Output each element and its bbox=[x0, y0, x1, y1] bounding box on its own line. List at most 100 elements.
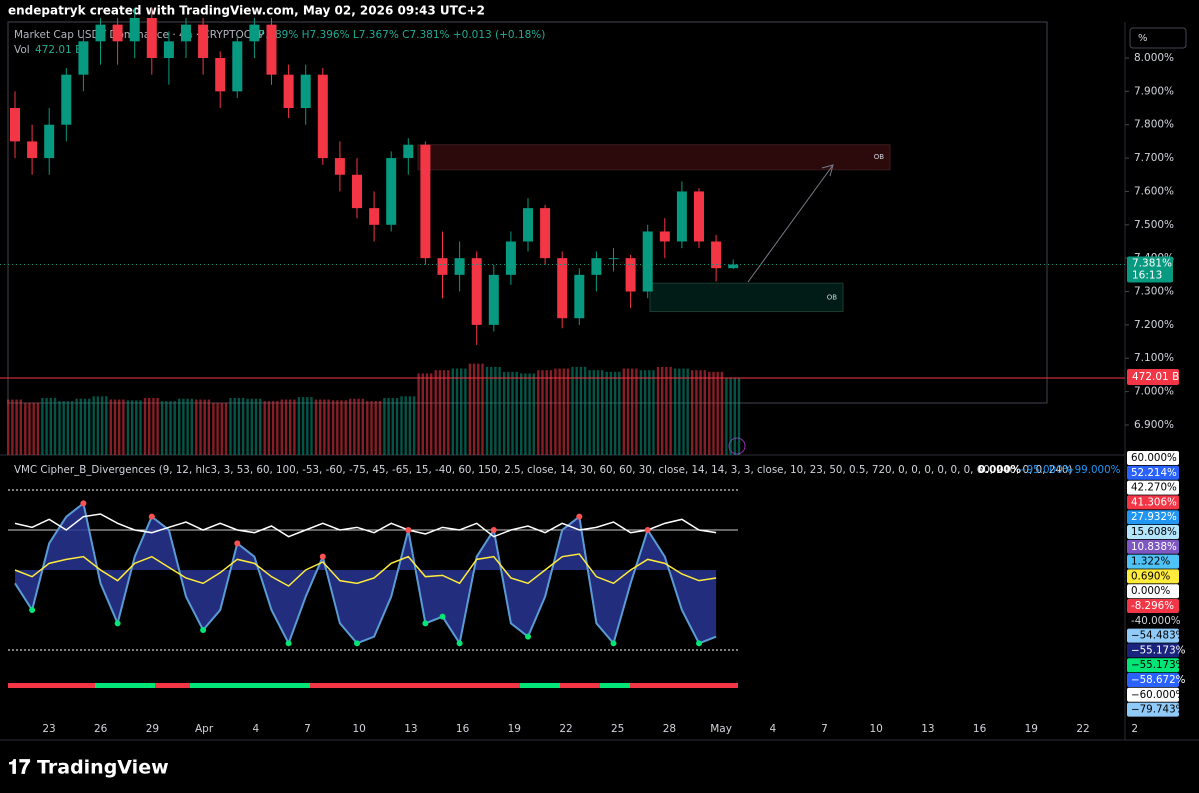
x-tick-label: 19 bbox=[1025, 723, 1038, 735]
volume-bar bbox=[186, 398, 189, 455]
wave-line bbox=[14, 501, 717, 646]
x-tick-label: May bbox=[710, 723, 732, 735]
volume-bar bbox=[284, 399, 288, 455]
volume-bar bbox=[537, 370, 540, 455]
volume-bar bbox=[477, 363, 480, 455]
volume-bar bbox=[169, 401, 172, 455]
volume-bar bbox=[682, 368, 685, 455]
candle-body bbox=[420, 144, 431, 259]
indicator-label: −54.483% bbox=[1131, 630, 1186, 642]
price-tick-label: 7.100% bbox=[1134, 352, 1174, 364]
candle-body bbox=[591, 258, 602, 275]
wave-dot bbox=[644, 527, 651, 534]
volume-bar bbox=[442, 370, 446, 455]
volume-bar bbox=[241, 397, 245, 455]
volume-bar bbox=[425, 373, 429, 455]
indicator-value: 0.000% bbox=[978, 464, 1021, 476]
volume-bar bbox=[447, 370, 450, 455]
candle-body bbox=[488, 274, 499, 325]
volume-bar bbox=[323, 399, 326, 455]
volume-bar bbox=[605, 371, 608, 455]
indicator-value: −99.000% bbox=[1066, 464, 1121, 476]
volume-bar bbox=[708, 371, 711, 455]
price-tick-label: 7.300% bbox=[1134, 286, 1174, 298]
volume-bar bbox=[631, 368, 634, 455]
price-tick-label: 7.700% bbox=[1134, 152, 1174, 164]
volume-bar bbox=[237, 397, 241, 455]
wave-dot bbox=[29, 606, 36, 613]
countdown-label: 16:13 bbox=[1132, 269, 1162, 281]
signal-bar-green bbox=[95, 683, 155, 688]
volume-bar bbox=[673, 368, 677, 455]
volume-bar bbox=[691, 370, 694, 455]
candle-body bbox=[711, 241, 722, 269]
drawing-box bbox=[7, 21, 1048, 404]
x-tick-label: 19 bbox=[508, 723, 521, 735]
volume-bar bbox=[173, 401, 176, 455]
volume-bar bbox=[370, 401, 373, 455]
candle-body bbox=[95, 24, 106, 42]
volume-bar bbox=[109, 399, 112, 455]
volume-bar bbox=[494, 366, 497, 455]
indicator-label: −55.173% bbox=[1131, 659, 1186, 671]
candle-body bbox=[198, 24, 209, 58]
volume-bar bbox=[263, 401, 266, 455]
volume-bar bbox=[720, 371, 724, 455]
candle-body bbox=[300, 74, 311, 109]
logo-mark: 𝟏𝟕 bbox=[8, 755, 30, 779]
indicator-label-box bbox=[1127, 613, 1179, 628]
volume-bar bbox=[53, 397, 57, 455]
indicator-label: 1.322% bbox=[1131, 556, 1170, 568]
x-tick-label: 2 bbox=[1131, 723, 1138, 735]
volume-bar bbox=[613, 371, 617, 455]
candle-body bbox=[625, 258, 636, 292]
order-block-label: OB bbox=[874, 153, 885, 161]
volume-bar bbox=[41, 397, 44, 455]
volume-bar bbox=[36, 402, 40, 455]
candle-body bbox=[215, 58, 226, 92]
indicator-label: −79.743% bbox=[1131, 704, 1186, 716]
wave-dot bbox=[576, 513, 583, 520]
volume-bar bbox=[353, 398, 356, 455]
candle-body bbox=[454, 258, 465, 275]
x-tick-label: 16 bbox=[456, 723, 470, 735]
signal-bar-green bbox=[600, 683, 630, 688]
legend-ohlc: O7.389% H7.396% L7.367% C7.381% +0.013 (… bbox=[250, 29, 545, 41]
indicator-label: -40.000% bbox=[1131, 615, 1181, 627]
volume-bar bbox=[259, 398, 262, 455]
indicator-label-box bbox=[1127, 480, 1179, 495]
volume-bar bbox=[297, 397, 301, 455]
volume-bar bbox=[361, 398, 364, 455]
last-price-box bbox=[1127, 256, 1173, 283]
scale-button[interactable] bbox=[1129, 27, 1187, 49]
candle-body bbox=[129, 17, 140, 42]
alert-icon[interactable] bbox=[728, 437, 746, 455]
candle-body bbox=[523, 208, 533, 242]
volume-bar bbox=[652, 370, 655, 455]
candle-body bbox=[386, 158, 397, 225]
volume-bar bbox=[195, 399, 198, 455]
volume-box bbox=[1127, 369, 1179, 385]
indicator-label: −60.000% bbox=[1131, 689, 1186, 701]
indicator-label-box bbox=[1127, 673, 1179, 687]
volume-bar bbox=[130, 400, 134, 455]
volume-bar bbox=[182, 398, 185, 455]
volume-bar bbox=[665, 366, 668, 455]
volume-bar bbox=[618, 371, 621, 455]
volume-bar bbox=[468, 363, 472, 455]
volume-bar bbox=[524, 373, 527, 455]
candle-body bbox=[27, 141, 38, 159]
legend-vol: Vol bbox=[14, 44, 30, 56]
candle-body bbox=[574, 274, 585, 319]
candle-body bbox=[659, 231, 670, 242]
order-block bbox=[417, 144, 891, 171]
indicator-label: −55.173% bbox=[1131, 644, 1186, 656]
indicator-label: 41.306% bbox=[1131, 496, 1177, 508]
volume-bar bbox=[349, 398, 352, 455]
indicator-label: 60.000% bbox=[1131, 452, 1177, 464]
indicator-label-box bbox=[1127, 569, 1179, 584]
candle-body bbox=[505, 241, 516, 275]
indicator-label-box bbox=[1127, 702, 1179, 717]
volume-bar bbox=[92, 396, 95, 455]
indicator-label: 0.690% bbox=[1131, 570, 1170, 582]
